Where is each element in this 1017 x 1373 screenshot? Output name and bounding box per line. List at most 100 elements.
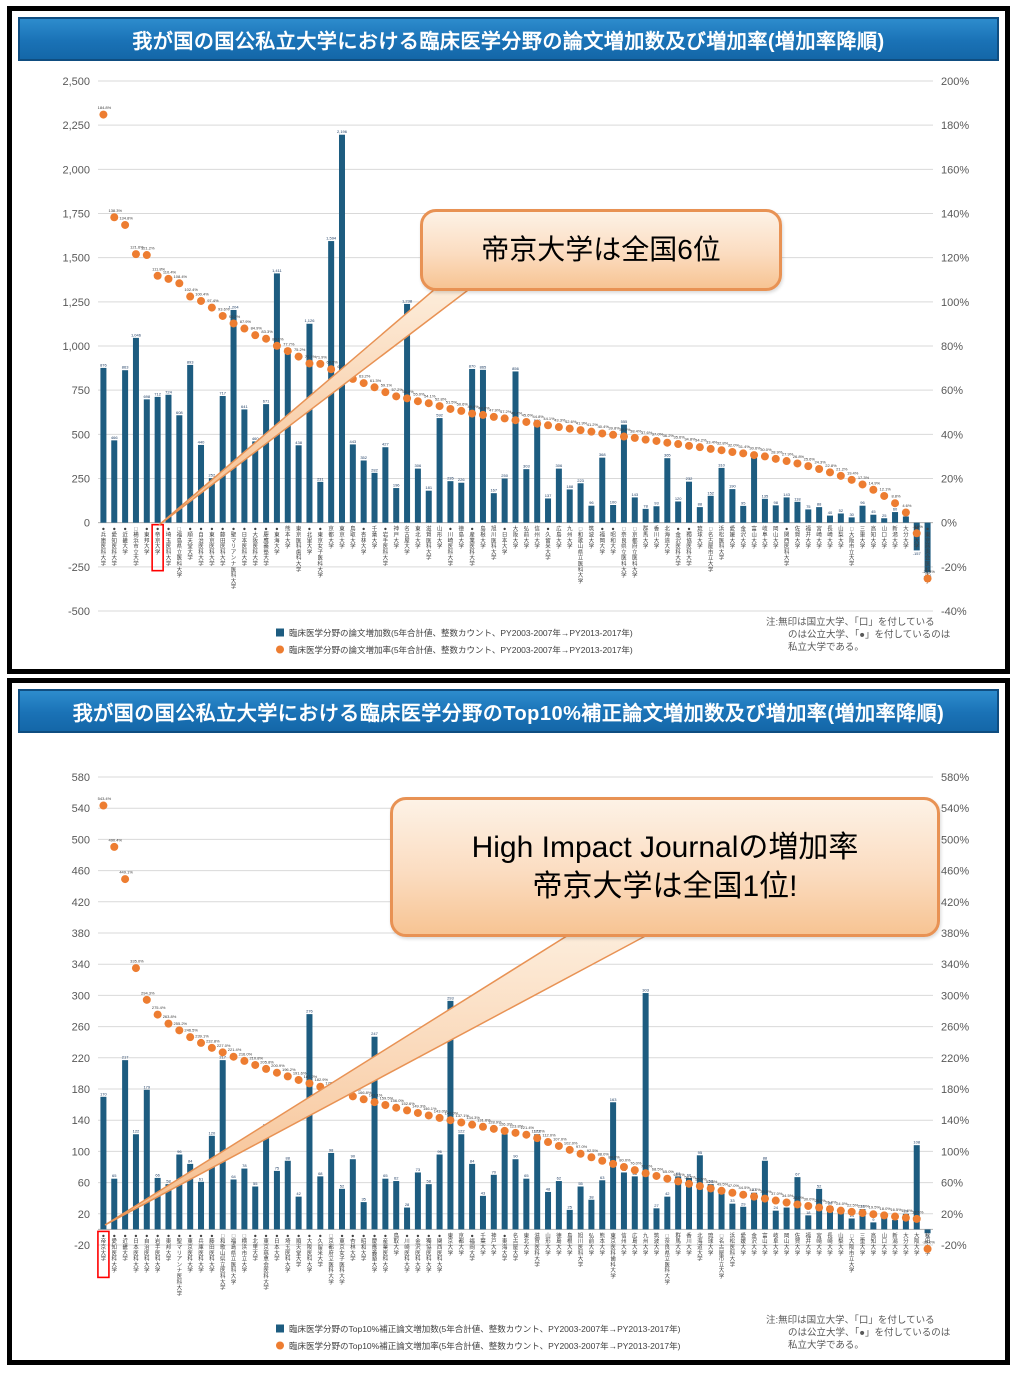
university-label: ●杏林大学	[350, 1233, 356, 1262]
rate-value-label: 232.8%	[206, 1038, 220, 1043]
rate-dot	[511, 416, 520, 425]
rate-value-label: 34.2%	[695, 438, 707, 443]
bar	[241, 1168, 248, 1230]
y-left-tick: 540	[72, 803, 90, 815]
y-left-tick: 460	[72, 866, 90, 878]
bar-value-label: 90	[513, 1154, 518, 1159]
rate-value-label: 205.8%	[260, 1059, 274, 1064]
rate-dot	[197, 296, 206, 305]
bar-value-label: 98	[329, 1147, 334, 1152]
y-right-tick: -20%	[941, 1240, 967, 1252]
y-right-tick: 100%	[941, 297, 969, 309]
rate-dot	[522, 417, 531, 426]
rate-value-label: 77.7%	[283, 342, 295, 347]
y-right-tick: 420%	[941, 897, 969, 909]
university-label: 徳島大学	[556, 1231, 562, 1256]
rate-value-label: 37.6%	[641, 430, 653, 435]
rate-dot	[869, 1210, 878, 1219]
bar-value-label: 62	[557, 1176, 562, 1181]
bar-value-label: 247	[371, 1031, 378, 1036]
bar	[479, 369, 486, 523]
rate-dot	[403, 1106, 412, 1115]
rate-value-label: 37.0%	[652, 431, 664, 436]
rate-dot	[511, 1128, 520, 1137]
rate-value-label: 159.5%	[380, 1095, 394, 1100]
rate-value-label: 37.0%	[771, 1191, 783, 1196]
rate-value-label: 152.6%	[401, 1101, 415, 1106]
university-label: □横浜市立大学	[133, 527, 139, 568]
rate-value-label: 21.2%	[836, 466, 848, 471]
rate-dot	[891, 1212, 900, 1221]
bar-value-label: 62	[394, 1176, 399, 1181]
bar-value-label: 143	[631, 492, 638, 497]
rate-value-label: 61.3%	[370, 378, 382, 383]
university-label: 宮崎大学	[816, 1231, 822, 1256]
x-category-labels: ●兵庫医科大学 ●愛知医科大学 ●近畿大学 □横浜市立大学 ●東邦大学 ●帝京大学 ●埼玉医…	[101, 525, 931, 591]
university-label: □名古屋市立大学	[719, 1233, 725, 1280]
bar-value-label: 1,204	[229, 304, 240, 309]
university-label: ●帝京大学	[101, 1233, 107, 1262]
rate-value-label: 83.3%	[261, 329, 273, 334]
legend-dot-marker	[276, 645, 284, 654]
rate-dot	[652, 1171, 661, 1180]
rate-value-label: 39.5%	[760, 1189, 772, 1194]
bar	[555, 1181, 562, 1230]
bar-value-label: 30	[849, 512, 854, 517]
bar-value-label: 90	[351, 1154, 356, 1159]
bar-value-label: 68	[676, 1171, 681, 1176]
rate-value-label: 44.1%	[543, 416, 555, 421]
bar	[924, 522, 931, 573]
y-left-tick: 1,750	[62, 209, 90, 221]
bar	[317, 481, 324, 523]
rate-dot	[880, 491, 889, 500]
bar	[534, 423, 541, 523]
rate-value-label: 71.9%	[316, 354, 328, 359]
bar	[165, 394, 172, 523]
university-label: □奈良県立医科大学	[621, 527, 627, 579]
rate-value-label: 41.2%	[587, 422, 599, 427]
university-label: ●帝京大学	[155, 527, 161, 556]
bar	[545, 498, 552, 523]
university-label: 九州大学	[643, 1231, 649, 1256]
bar-value-label: 27	[654, 1203, 659, 1208]
rate-value-label: 17.3%	[858, 475, 870, 480]
bar	[675, 501, 682, 523]
callout-text-line2: 帝京大学は全国1位!	[532, 870, 798, 903]
university-label: 岡山大学	[773, 526, 779, 550]
bar	[176, 1154, 183, 1230]
bar-value-label: 235	[447, 476, 454, 481]
y-right-tick: 20%	[941, 474, 963, 486]
y-right-tick: 140%	[941, 1115, 969, 1127]
chart-title-bar-top: 我が国の国公私立大学における臨床医学分野の論文増加数及び増加率(増加率降順)	[18, 17, 999, 61]
university-label: 千葉大学	[372, 525, 378, 550]
bar	[816, 507, 823, 523]
rate-dot	[901, 1213, 910, 1222]
bar-value-label: 25	[882, 513, 887, 518]
rate-dot	[609, 430, 618, 439]
university-label: ●順天堂大学	[296, 1233, 302, 1268]
rate-dot	[825, 468, 834, 477]
y-right-tick: 100%	[941, 1146, 969, 1158]
university-label: ●日本大学	[502, 527, 508, 556]
rate-dot	[468, 1120, 477, 1129]
bar	[794, 501, 801, 523]
bar	[132, 337, 139, 523]
bar	[263, 1128, 270, 1230]
rate-value-label: 27.9%	[782, 452, 794, 457]
bar-value-label: 24	[774, 1205, 779, 1210]
rate-dot	[121, 875, 130, 884]
bar	[382, 1178, 389, 1230]
rate-dot	[99, 801, 108, 810]
rate-dot	[370, 1098, 379, 1107]
university-label: 群馬大学	[675, 1231, 681, 1256]
university-label: 大分大学	[903, 525, 909, 550]
rate-dot	[760, 452, 769, 461]
rate-dot	[847, 1207, 856, 1216]
rate-value-label: 19.5%	[869, 1205, 881, 1210]
bar-value-label: 863	[122, 365, 129, 370]
bar-value-label: 2,196	[337, 129, 348, 134]
bar-value-label: 876	[100, 362, 107, 367]
university-label: ●東邦大学	[166, 1233, 172, 1262]
university-label: 大阪大学	[513, 525, 519, 550]
rate-dot	[663, 438, 672, 447]
